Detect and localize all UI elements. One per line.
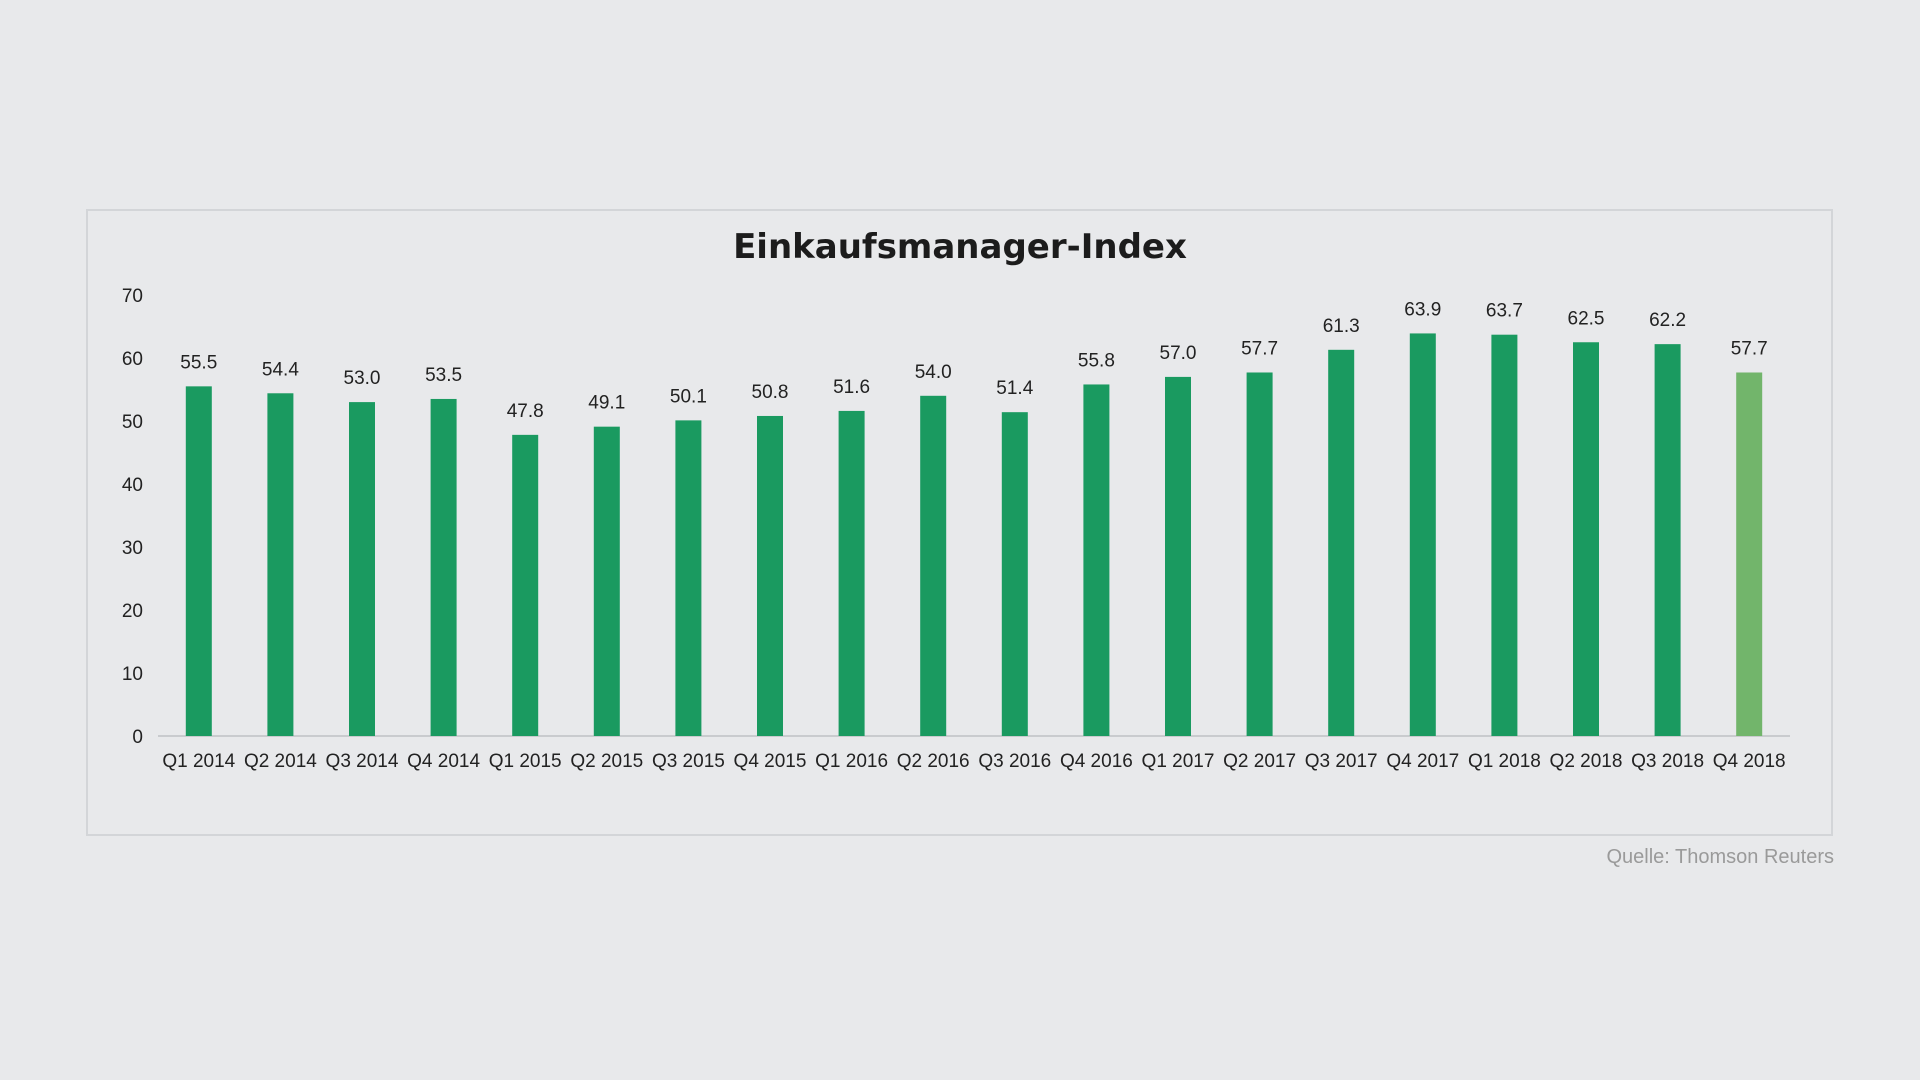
bar — [349, 402, 375, 736]
y-tick-label: 20 — [122, 601, 143, 622]
bar — [1246, 372, 1273, 736]
data-label: 54.0 — [915, 362, 952, 383]
data-label: 57.7 — [1241, 338, 1278, 359]
x-tick-label: Q2 2016 — [897, 751, 970, 772]
bar — [267, 393, 294, 736]
x-tick-label: Q4 2017 — [1386, 751, 1459, 772]
y-tick-label: 50 — [122, 412, 143, 433]
category-labels: Q1 2014 Q2 2014 Q3 2014 Q4 2014 Q1 2015 Q2 20… — [162, 751, 1785, 772]
x-tick-label: Q4 2015 — [734, 751, 807, 772]
y-tick-label: 0 — [132, 727, 143, 748]
data-label: 53.0 — [344, 368, 381, 389]
data-label: 55.5 — [180, 352, 217, 373]
x-tick-label: Q2 2018 — [1550, 751, 1623, 772]
data-label: 62.5 — [1568, 308, 1605, 329]
data-label: 47.8 — [507, 401, 544, 422]
data-label: 49.1 — [588, 393, 625, 414]
y-tick-label: 70 — [122, 286, 143, 307]
bar — [838, 410, 865, 736]
y-tick-label: 30 — [122, 538, 143, 559]
data-label: 51.4 — [996, 378, 1033, 399]
x-tick-label: Q2 2017 — [1223, 751, 1296, 772]
x-tick-label: Q3 2015 — [652, 751, 725, 772]
bar — [185, 386, 212, 736]
x-tick-label: Q4 2014 — [407, 751, 480, 772]
bar — [757, 415, 783, 736]
x-tick-label: Q1 2017 — [1142, 751, 1215, 772]
x-tick-label: Q2 2015 — [570, 751, 643, 772]
data-label: 63.7 — [1486, 301, 1523, 322]
bar — [1409, 333, 1436, 736]
chart-title: Einkaufsmanager-Index — [733, 227, 1187, 267]
x-tick-label: Q1 2018 — [1468, 751, 1541, 772]
y-axis-ticks: 0 10 20 30 40 50 60 70 — [122, 286, 143, 748]
bar — [1328, 349, 1355, 736]
x-tick-label: Q1 2015 — [489, 751, 562, 772]
x-tick-label: Q1 2014 — [162, 751, 235, 772]
x-tick-label: Q2 2014 — [244, 751, 317, 772]
data-label: 50.8 — [752, 382, 789, 403]
bar — [593, 426, 620, 736]
x-tick-label: Q3 2017 — [1305, 751, 1378, 772]
data-label: 62.2 — [1649, 310, 1686, 331]
bar — [512, 434, 539, 736]
bar — [1736, 372, 1763, 736]
bar — [675, 420, 702, 736]
value-labels: 55.5 54.4 53.0 53.5 47.8 49.1 50.1 50.8 51.6 54.0… — [180, 299, 1767, 421]
x-tick-label: Q3 2016 — [978, 751, 1051, 772]
y-tick-label: 40 — [122, 475, 143, 496]
x-tick-label: Q3 2014 — [326, 751, 399, 772]
bar — [1491, 334, 1518, 736]
bar — [1083, 384, 1110, 736]
bar — [1573, 342, 1599, 736]
x-tick-label: Q1 2016 — [815, 751, 888, 772]
data-label: 50.1 — [670, 386, 707, 407]
data-label: 63.9 — [1404, 299, 1441, 320]
data-label: 57.7 — [1731, 338, 1768, 359]
data-label: 54.4 — [262, 359, 299, 380]
x-tick-label: Q4 2018 — [1713, 751, 1786, 772]
bar — [1001, 412, 1028, 736]
x-tick-label: Q4 2016 — [1060, 751, 1133, 772]
bars — [185, 333, 1763, 736]
data-label: 53.5 — [425, 365, 462, 386]
bar — [920, 395, 947, 736]
source-note: Quelle: Thomson Reuters — [1606, 846, 1834, 868]
data-label: 51.6 — [833, 377, 870, 398]
chart-card — [86, 209, 1833, 836]
data-label: 61.3 — [1323, 316, 1360, 337]
data-label: 55.8 — [1078, 350, 1115, 371]
bar — [430, 398, 457, 736]
y-tick-label: 10 — [122, 664, 143, 685]
bar — [1654, 344, 1681, 736]
x-tick-label: Q3 2018 — [1631, 751, 1704, 772]
data-label: 57.0 — [1160, 343, 1197, 364]
bar — [1165, 376, 1191, 736]
y-tick-label: 60 — [122, 349, 143, 370]
